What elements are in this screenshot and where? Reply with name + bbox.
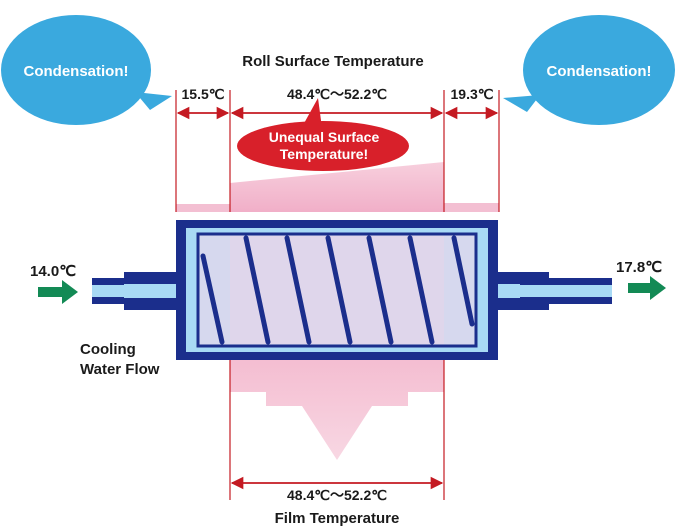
dimension-extension-lines (175, 90, 500, 500)
right-edge-temperature: 19.3℃ (451, 86, 494, 102)
left-edge-temperature: 15.5℃ (182, 86, 225, 102)
svg-text:Unequal Surface: Unequal Surface (269, 129, 380, 145)
inlet-temperature: 14.0℃ (30, 263, 76, 280)
cooling-label-line1: Cooling (80, 341, 136, 358)
left-edge-profile (176, 204, 230, 212)
spiral-channels (200, 235, 475, 345)
inlet-arrow-icon (38, 280, 78, 304)
center-temperature-range: 48.4℃～52.2℃ (287, 86, 387, 102)
film-heat-arrow (230, 360, 444, 460)
left-shaft (92, 272, 178, 310)
svg-text:Condensation!: Condensation! (547, 63, 652, 80)
surface-temperature-profile (230, 162, 444, 212)
diagram-title: Roll Surface Temperature (242, 53, 423, 70)
outlet-arrow-icon (628, 276, 666, 300)
film-temperature-range: 48.4℃～52.2℃ (287, 487, 387, 503)
svg-text:Temperature!: Temperature! (280, 146, 368, 162)
film-temperature-label: Film Temperature (275, 510, 400, 527)
unequal-temperature-callout: Unequal Surface Temperature! (237, 98, 409, 171)
right-shaft (495, 272, 612, 310)
right-edge-profile (444, 203, 499, 212)
left-condensation-bubble: Condensation! (1, 15, 172, 125)
outlet-temperature: 17.8℃ (616, 259, 662, 276)
cooling-label-line2: Water Flow (80, 361, 160, 378)
svg-text:Condensation!: Condensation! (24, 63, 129, 80)
right-condensation-bubble: Condensation! (503, 15, 675, 125)
